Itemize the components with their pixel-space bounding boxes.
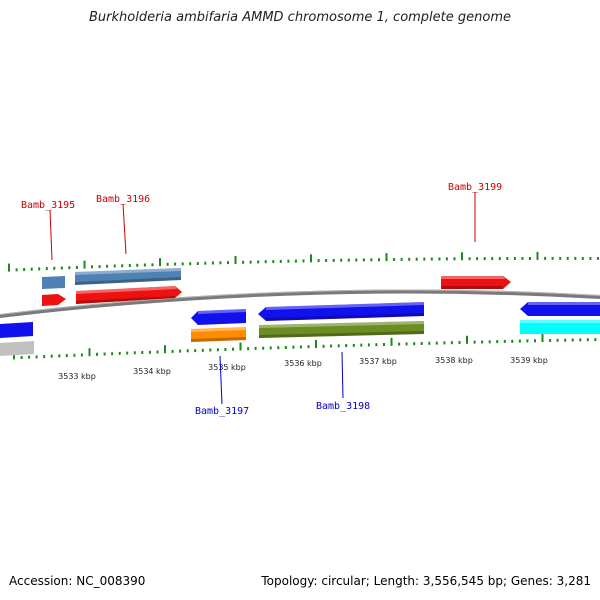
leader-line [49, 209, 53, 261]
gene-feature-forward-1[interactable] [42, 294, 66, 306]
kbp-label: 3533 kbp [58, 372, 96, 381]
gene-feature-steel-2[interactable] [75, 268, 181, 285]
kbp-label: 3539 kbp [510, 356, 548, 365]
kbp-label: 3536 kbp [284, 359, 322, 368]
gene-feature-reverse-4[interactable] [520, 302, 600, 316]
gene-label-bamb-3198[interactable]: Bamb_3198 [316, 401, 370, 412]
chromosome-backbone [0, 289, 600, 318]
gene-feature-gray[interactable] [0, 341, 34, 356]
leader-line [341, 351, 344, 399]
gene-feature-forward-3[interactable] [441, 276, 511, 289]
kbp-label: 3537 kbp [359, 357, 397, 366]
gene-feature-olive[interactable] [259, 321, 424, 338]
accession-text: Accession: NC_008390 [9, 574, 146, 588]
gene-feature-reverse-2[interactable] [191, 309, 246, 325]
gene-feature-cyan[interactable] [520, 320, 600, 334]
upper-tick-row [8, 251, 599, 272]
gene-feature-forward-2[interactable] [76, 286, 182, 304]
feature-shadows [75, 277, 503, 342]
kbp-label: 3535 kbp [208, 363, 246, 372]
gene-feature-steel-1[interactable] [42, 276, 65, 289]
gene-label-bamb-3197[interactable]: Bamb_3197 [195, 406, 249, 417]
kbp-label: 3538 kbp [435, 356, 473, 365]
gene-feature-reverse-3[interactable] [258, 302, 424, 321]
leader-line [219, 355, 223, 405]
lower-tick-row [13, 334, 597, 360]
leader-line [122, 203, 127, 255]
kbp-label: 3534 kbp [133, 367, 171, 376]
gene-label-bamb-3196[interactable]: Bamb_3196 [96, 194, 150, 205]
genome-summary-text: Topology: circular; Length: 3,556,545 bp… [261, 574, 591, 588]
gene-feature-orange[interactable] [191, 327, 246, 342]
map-title: Burkholderia ambifaria AMMD chromosome 1… [88, 10, 512, 25]
gene-label-bamb-3195[interactable]: Bamb_3195 [21, 200, 75, 211]
gene-label-bamb-3199[interactable]: Bamb_3199 [448, 182, 502, 193]
gene-feature-reverse-1[interactable] [0, 322, 33, 338]
feature-highlights [75, 268, 600, 332]
chromosome-backbone-highlight [0, 289, 600, 315]
